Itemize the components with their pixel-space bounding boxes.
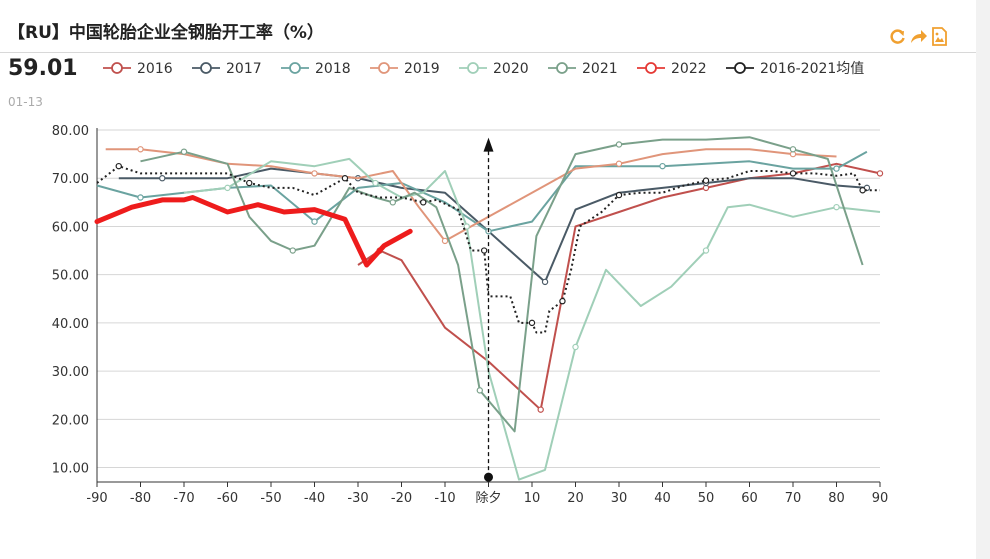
x-tick-label: 30: [611, 491, 628, 506]
series-point: [659, 162, 666, 170]
chart-title: 【RU】中国轮胎企业全钢胎开工率（%）: [8, 23, 324, 43]
series-point: [463, 223, 470, 230]
y-tick-label: 20.00: [52, 413, 89, 428]
x-tick-label: 40: [654, 491, 671, 506]
legend-label: 2018: [315, 61, 351, 77]
refresh-icon[interactable]: [888, 27, 907, 46]
series-point: [876, 170, 884, 177]
legend-swatch-marker: [645, 62, 657, 74]
series-point: [615, 191, 623, 199]
series-point: [572, 343, 579, 351]
series-point: [341, 175, 349, 182]
x-tick-label: 50: [698, 491, 715, 506]
y-tick-label: 10.00: [52, 462, 89, 477]
series-point: [137, 146, 144, 153]
legend-swatch-marker: [467, 62, 479, 74]
y-tick-label: 30.00: [52, 365, 89, 380]
legend: 2016 2017 2018 2019 2020 2021 2022 2016-2021均值: [103, 61, 864, 77]
series-line-2020: [183, 157, 881, 481]
series-point: [537, 406, 544, 413]
series-point: [480, 247, 488, 254]
series-line-2021: [140, 136, 864, 433]
y-tick-label: 40.00: [52, 317, 89, 332]
latest-date: 01-13: [8, 95, 43, 109]
series-point: [615, 141, 623, 148]
series-point: [789, 146, 797, 153]
series-point: [541, 278, 549, 286]
series-point: [115, 162, 122, 170]
series-point: [702, 247, 710, 254]
marker-dot: [484, 472, 493, 482]
x-tick-label: 80: [828, 491, 845, 506]
share-icon[interactable]: [909, 27, 928, 46]
series-line-2022-highlight: [94, 195, 413, 268]
x-tick-label: -30: [347, 491, 368, 506]
save-image-icon[interactable]: [930, 27, 949, 46]
y-tick-label: 70.00: [52, 172, 89, 187]
series-point: [833, 203, 840, 211]
x-tick-label: 60: [741, 491, 758, 506]
latest-value: 59.01: [8, 56, 78, 81]
series-point: [528, 319, 536, 327]
series-point: [372, 179, 379, 187]
legend-swatch-marker: [111, 62, 123, 74]
series-point: [476, 387, 483, 394]
series-point: [702, 177, 710, 184]
legend-label: 2021: [582, 61, 618, 77]
series-point: [420, 199, 427, 206]
x-tick-label: -70: [173, 491, 194, 506]
axes: 10.00 20.00 30.00 40.00 50.00 60.00 70.00 80.00…: [52, 124, 888, 506]
y-tick-label: 80.00: [52, 124, 89, 139]
legend-label: 2016: [137, 61, 173, 77]
series-point: [615, 160, 623, 167]
series-point: [311, 218, 318, 225]
x-tick-label: 除夕: [475, 491, 501, 506]
legend-label: 2016-2021均值: [760, 61, 864, 77]
y-tick-label: 50.00: [52, 269, 89, 284]
legend-swatch-marker: [734, 62, 746, 74]
series-point: [159, 175, 166, 182]
x-tick-label: 10: [524, 491, 541, 506]
x-tick-label: -20: [391, 491, 412, 506]
x-tick-label: 20: [567, 491, 584, 506]
marker-arrow-head: [483, 137, 494, 152]
series-point: [859, 187, 866, 194]
series-point: [246, 179, 253, 187]
chart-toolbar: [888, 27, 949, 46]
series-line-2017: [118, 167, 867, 283]
series-point: [289, 247, 296, 254]
series-point: [441, 237, 449, 245]
legend-label: 2020: [493, 61, 529, 77]
marker-line: [483, 137, 494, 482]
legend-label: 2022: [671, 61, 707, 77]
x-tick-label: -90: [86, 491, 107, 506]
series-point: [559, 297, 566, 305]
x-tick-label: -80: [130, 491, 151, 506]
x-tick-label: 90: [872, 491, 889, 506]
x-tick-label: 70: [785, 491, 802, 506]
series-point: [137, 194, 144, 201]
x-tick-label: -50: [260, 491, 281, 506]
header-divider: [0, 52, 976, 53]
series-point: [180, 148, 188, 155]
legend-swatch-marker: [289, 62, 301, 74]
x-tick-label: -60: [217, 491, 238, 506]
y-tick-label: 60.00: [52, 220, 89, 235]
legend-swatch-marker: [378, 62, 390, 74]
series-point: [311, 170, 318, 177]
series-lines: [94, 136, 884, 481]
series-point: [789, 170, 797, 177]
x-tick-label: -40: [304, 491, 325, 506]
series-point: [224, 184, 231, 192]
series-point: [389, 199, 396, 206]
series-line-2016: [357, 162, 881, 411]
legend-label: 2017: [226, 61, 262, 77]
legend-label: 2019: [404, 61, 440, 77]
x-tick-label: -10: [434, 491, 455, 506]
legend-swatch-marker: [556, 62, 568, 74]
legend-swatch-marker: [200, 62, 212, 74]
series-point: [833, 165, 840, 172]
